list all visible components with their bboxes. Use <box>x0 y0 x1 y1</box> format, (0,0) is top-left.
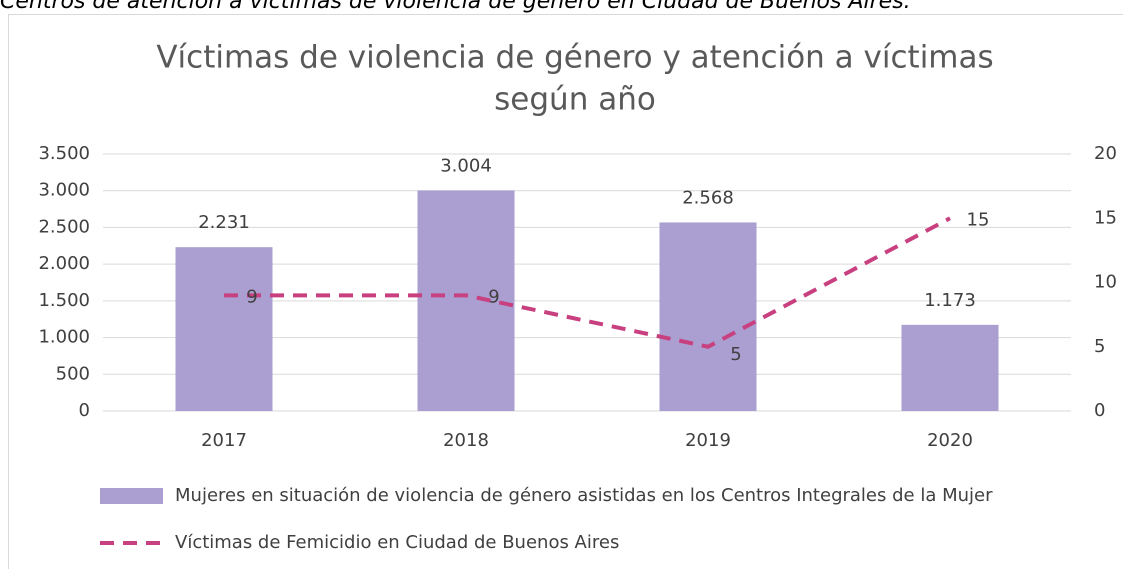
y-tick-label: 500 <box>56 363 90 384</box>
y-tick-label: 2.000 <box>38 253 90 274</box>
data-label: 1.173 <box>924 290 976 311</box>
y-tick-label: 1.000 <box>38 327 90 348</box>
chart-border <box>8 14 1123 569</box>
bar <box>901 324 999 411</box>
data-label: 2.568 <box>682 187 734 208</box>
bar <box>417 190 515 411</box>
y-tick-label: 3.500 <box>38 143 90 164</box>
legend-label: Mujeres en situación de violencia de gén… <box>175 485 993 506</box>
y2-tick-label: 15 <box>1094 207 1117 228</box>
y-tick-label: 1.500 <box>38 290 90 311</box>
y-tick-label: 3.000 <box>38 180 90 201</box>
legend-label: Víctimas de Femicidio en Ciudad de Bueno… <box>175 532 619 553</box>
chart-title: Víctimas de violencia de género y atenci… <box>156 40 993 76</box>
y-tick-label: 0 <box>79 400 90 421</box>
data-label: 15 <box>967 209 990 230</box>
x-tick-label: 2020 <box>927 430 973 451</box>
y2-tick-label: 0 <box>1094 400 1105 421</box>
data-label: 9 <box>246 286 257 307</box>
caption: Centros de atención a víctimas de violen… <box>0 0 911 14</box>
y2-tick-label: 5 <box>1094 336 1105 357</box>
bar <box>175 247 273 411</box>
data-label: 3.004 <box>440 155 492 176</box>
data-label: 5 <box>730 344 741 365</box>
line <box>224 216 951 349</box>
x-tick-label: 2017 <box>201 430 247 451</box>
chart-title: según año <box>494 82 656 118</box>
y2-tick-label: 20 <box>1094 143 1117 164</box>
bar <box>659 222 757 411</box>
x-tick-label: 2019 <box>685 430 731 451</box>
data-label: 2.231 <box>198 212 250 233</box>
data-label: 9 <box>488 286 499 307</box>
y2-tick-label: 10 <box>1094 272 1117 293</box>
x-tick-label: 2018 <box>443 430 489 451</box>
legend-swatch <box>100 488 163 504</box>
y-tick-label: 2.500 <box>38 216 90 237</box>
